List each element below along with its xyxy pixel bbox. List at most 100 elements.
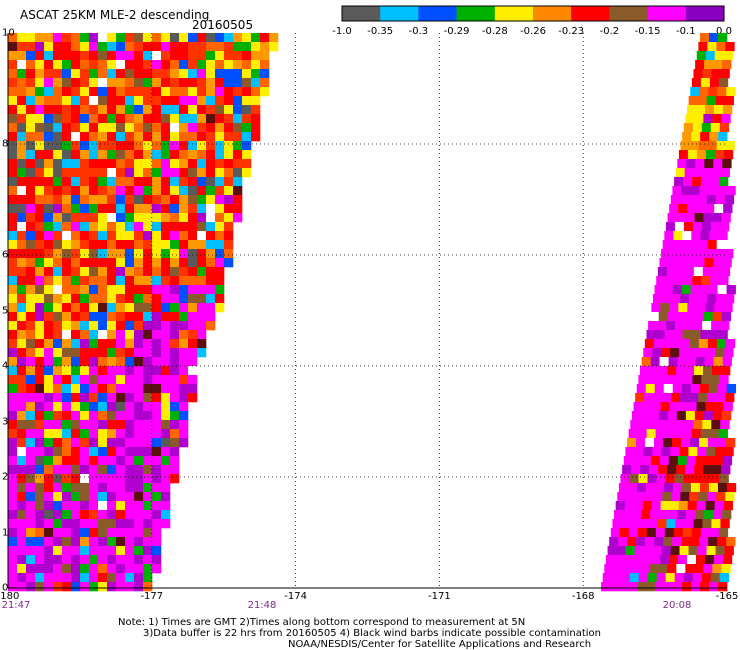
data-cell xyxy=(8,69,18,79)
data-cell xyxy=(709,582,719,592)
data-cell xyxy=(71,564,81,574)
data-cell xyxy=(197,267,207,277)
data-cell xyxy=(143,393,153,403)
data-cell xyxy=(143,384,153,394)
data-cell xyxy=(206,267,216,277)
data-cell xyxy=(633,501,643,511)
data-cell xyxy=(659,258,669,268)
data-cell xyxy=(134,501,144,511)
data-cell xyxy=(44,411,54,421)
data-cell xyxy=(188,42,198,52)
data-cell xyxy=(161,123,171,133)
data-cell xyxy=(188,240,198,250)
data-cell xyxy=(215,87,225,97)
data-cell xyxy=(197,150,207,160)
data-cell xyxy=(35,285,45,295)
data-cell xyxy=(662,393,672,403)
data-cell xyxy=(125,528,135,538)
data-cell xyxy=(712,312,723,322)
data-cell xyxy=(242,159,252,169)
data-cell xyxy=(152,330,162,340)
data-cell xyxy=(655,330,665,340)
data-cell xyxy=(26,33,36,43)
data-cell xyxy=(152,222,162,232)
data-cell xyxy=(53,141,63,151)
data-cell xyxy=(170,276,180,286)
data-cell xyxy=(705,204,715,214)
data-cell xyxy=(716,339,727,349)
data-cell xyxy=(206,60,216,70)
data-cell xyxy=(696,204,706,214)
data-cell xyxy=(197,339,207,349)
data-cell xyxy=(134,357,144,367)
data-cell xyxy=(152,132,162,142)
data-cell xyxy=(224,186,234,196)
data-cell xyxy=(71,429,81,439)
data-cell xyxy=(71,159,81,169)
data-cell xyxy=(630,420,640,430)
data-cell xyxy=(116,555,126,565)
data-cell xyxy=(71,168,81,178)
data-cell xyxy=(670,546,680,556)
data-cell xyxy=(53,267,63,277)
data-cell xyxy=(71,420,81,430)
data-cell xyxy=(71,528,81,538)
data-cell xyxy=(710,177,720,187)
data-cell xyxy=(53,96,63,106)
data-cell xyxy=(26,114,36,124)
data-cell xyxy=(44,564,54,574)
data-cell xyxy=(663,483,674,493)
data-cell xyxy=(80,492,90,502)
data-cell xyxy=(681,537,691,547)
data-cell xyxy=(161,357,171,367)
data-cell xyxy=(53,375,63,385)
data-cell xyxy=(107,267,117,277)
data-cell xyxy=(206,69,216,79)
data-cell xyxy=(677,510,687,520)
data-cell xyxy=(152,168,162,178)
data-cell xyxy=(170,132,180,142)
data-cell xyxy=(8,411,18,421)
data-cell xyxy=(170,465,180,475)
data-cell xyxy=(724,249,734,259)
data-cell xyxy=(35,186,45,196)
data-cell xyxy=(628,429,638,439)
data-cell xyxy=(26,123,36,133)
data-cell xyxy=(680,240,691,250)
data-cell xyxy=(107,384,117,394)
data-cell xyxy=(696,402,706,412)
data-cell xyxy=(35,114,45,124)
data-cell xyxy=(107,69,117,79)
data-cell xyxy=(152,114,162,124)
data-cell xyxy=(107,87,117,97)
data-cell xyxy=(197,303,207,313)
data-cell xyxy=(71,150,81,160)
data-cell xyxy=(697,96,707,106)
data-cell xyxy=(682,429,692,439)
data-cell xyxy=(35,528,45,538)
data-cell xyxy=(152,429,162,439)
data-cell xyxy=(683,474,693,484)
data-cell xyxy=(80,501,90,511)
data-cell xyxy=(116,69,126,79)
note-line-3: NOAA/NESDIS/Center for Satellite Applica… xyxy=(288,639,592,650)
data-cell xyxy=(134,366,144,376)
data-cell xyxy=(707,339,718,349)
data-cell xyxy=(720,420,730,430)
data-cell xyxy=(161,294,171,304)
colorbar-segment xyxy=(342,6,381,21)
data-cell xyxy=(71,501,81,511)
data-cell xyxy=(188,168,198,178)
data-cell xyxy=(179,123,189,133)
data-cell xyxy=(693,168,703,178)
data-cell xyxy=(650,357,660,367)
data-cell xyxy=(107,411,117,421)
data-cell xyxy=(170,321,180,331)
data-cell xyxy=(609,537,619,547)
data-cell xyxy=(116,213,126,223)
data-cell xyxy=(197,258,207,268)
data-cell xyxy=(233,186,243,196)
data-cell xyxy=(706,546,716,556)
data-cell xyxy=(17,96,27,106)
data-cell xyxy=(197,42,207,52)
